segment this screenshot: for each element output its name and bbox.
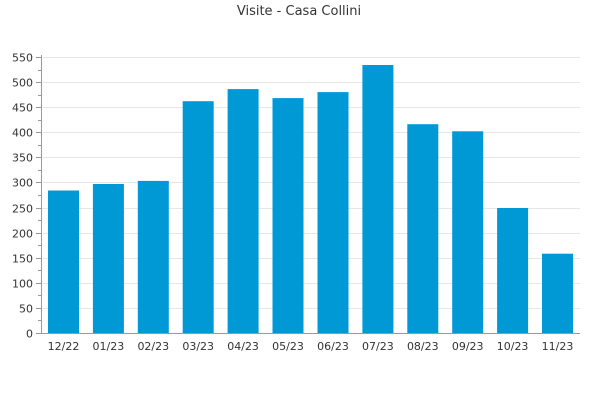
bar-03-23[interactable]: [182, 101, 214, 333]
axes: [36, 55, 580, 334]
chart-title: Visite - Casa Collini: [237, 4, 361, 19]
y-tick-label: 250: [12, 203, 33, 216]
y-tick-label: 550: [12, 52, 33, 65]
bar-04-23[interactable]: [227, 89, 259, 333]
y-tick-label: 450: [12, 102, 33, 115]
bar-10-23[interactable]: [497, 208, 529, 333]
x-tick-label: 05/23: [272, 340, 304, 353]
bar-01-23[interactable]: [92, 184, 124, 333]
x-tick-label: 01/23: [93, 340, 125, 353]
x-tick-label: 08/23: [407, 340, 439, 353]
bars: [48, 65, 573, 333]
y-tick-label: 300: [12, 177, 33, 190]
y-tick-label: 400: [12, 127, 33, 140]
x-tick-label: 10/23: [497, 340, 529, 353]
y-tick-label: 350: [12, 152, 33, 165]
bar-09-23[interactable]: [452, 131, 484, 333]
y-tick-label: 100: [12, 278, 33, 291]
y-tick-label: 500: [12, 77, 33, 90]
x-tick-label: 11/23: [542, 340, 574, 353]
x-tick-label: 06/23: [317, 340, 349, 353]
x-tick-label: 03/23: [182, 340, 214, 353]
x-tick-label: 04/23: [227, 340, 259, 353]
bar-11-23[interactable]: [542, 253, 573, 333]
y-tick-label: 0: [26, 328, 33, 341]
x-tick-label: 12/22: [48, 340, 80, 353]
y-tick-label: 150: [12, 253, 33, 266]
bar-06-23[interactable]: [317, 92, 349, 333]
bar-08-23[interactable]: [407, 124, 439, 333]
x-tick-label: 09/23: [452, 340, 484, 353]
bar-07-23[interactable]: [362, 65, 394, 333]
y-tick-label: 50: [19, 303, 33, 316]
bar-02-23[interactable]: [137, 180, 169, 333]
x-tick-label: 07/23: [362, 340, 394, 353]
y-tick-labels: 0 50 100 150 200 250 300 350 400 450 500 550: [12, 52, 33, 341]
bar-12-22[interactable]: [48, 190, 79, 334]
x-tick-labels: 12/22 01/23 02/23 03/23 04/23 05/23 06/23 07/23…: [48, 340, 574, 353]
x-tick-label: 02/23: [137, 340, 169, 353]
bar-05-23[interactable]: [272, 98, 304, 333]
y-tick-label: 200: [12, 228, 33, 241]
gridlines: [41, 57, 580, 309]
